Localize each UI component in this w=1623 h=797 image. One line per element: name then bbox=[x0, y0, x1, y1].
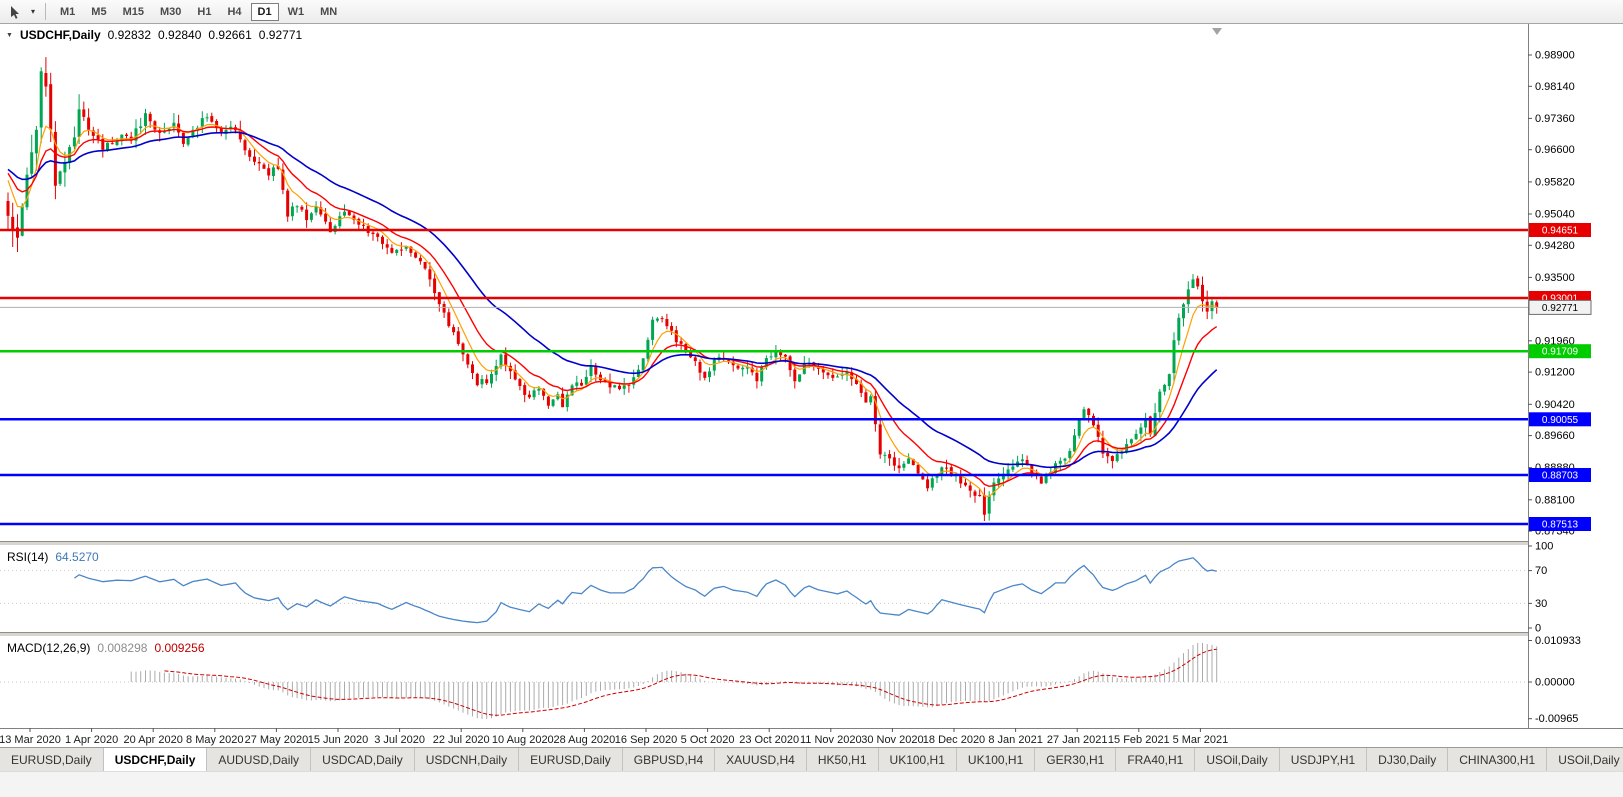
svg-text:28 Aug 2020: 28 Aug 2020 bbox=[554, 734, 616, 746]
svg-text:1 Apr 2020: 1 Apr 2020 bbox=[65, 734, 118, 746]
chart-canvas[interactable]: 0.98900 0.98140 0.97360 0.96600 0.95820 0.950… bbox=[0, 24, 1623, 747]
chart-shift-marker-icon[interactable] bbox=[1212, 28, 1222, 35]
timeframe-m30-button[interactable]: M30 bbox=[153, 3, 188, 21]
timeframe-m1-button[interactable]: M1 bbox=[53, 3, 82, 21]
chart-tab-7-xauusd-h4[interactable]: XAUUSD,H4 bbox=[715, 748, 807, 771]
svg-text:3 Jul 2020: 3 Jul 2020 bbox=[374, 734, 425, 746]
svg-text:0.92771: 0.92771 bbox=[1542, 303, 1579, 314]
svg-text:22 Jul 2020: 22 Jul 2020 bbox=[433, 734, 490, 746]
svg-text:0.95820: 0.95820 bbox=[1535, 176, 1575, 188]
svg-text:-0.00965: -0.00965 bbox=[1535, 713, 1578, 725]
cursor-dropdown-caret-icon[interactable]: ▾ bbox=[27, 2, 39, 22]
svg-text:0.91709: 0.91709 bbox=[1542, 347, 1579, 358]
chart-tab-14-usdjpy-h1[interactable]: USDJPY,H1 bbox=[1279, 748, 1368, 771]
bottom-filler bbox=[0, 771, 1623, 797]
pointer-arrow-icon bbox=[11, 5, 19, 19]
cursor-tool-icon[interactable] bbox=[4, 2, 26, 22]
chart-tab-0-eurusd-daily[interactable]: EURUSD,Daily bbox=[0, 748, 104, 771]
svg-text:0.00000: 0.00000 bbox=[1535, 677, 1575, 689]
svg-text:5 Mar 2021: 5 Mar 2021 bbox=[1173, 734, 1229, 746]
svg-text:20 Apr 2020: 20 Apr 2020 bbox=[124, 734, 183, 746]
svg-text:100: 100 bbox=[1535, 541, 1553, 553]
svg-text:0.97360: 0.97360 bbox=[1535, 113, 1575, 125]
chart-tab-13-usoil-daily[interactable]: USOil,Daily bbox=[1195, 748, 1280, 771]
chart-tab-11-ger30-h1[interactable]: GER30,H1 bbox=[1035, 748, 1117, 771]
chart-tab-4-usdcnh-daily[interactable]: USDCNH,Daily bbox=[414, 748, 520, 771]
svg-text:0: 0 bbox=[1535, 623, 1541, 635]
svg-text:0.98140: 0.98140 bbox=[1535, 81, 1575, 93]
chart-tab-16-china300-h1[interactable]: CHINA300,H1 bbox=[1448, 748, 1548, 771]
svg-text:30: 30 bbox=[1535, 598, 1547, 610]
rsi-axis[interactable]: 100 70 30 0 bbox=[1528, 541, 1553, 635]
chart-tab-3-usdcad-daily[interactable]: USDCAD,Daily bbox=[311, 748, 415, 771]
price-tag-0.91709: 0.91709 bbox=[1529, 344, 1591, 359]
svg-text:0.88703: 0.88703 bbox=[1542, 471, 1579, 482]
svg-text:0.91200: 0.91200 bbox=[1535, 367, 1575, 379]
chart-tab-17-usoil-daily[interactable]: USOil,Daily bbox=[1547, 748, 1623, 771]
timeframe-m5-button[interactable]: M5 bbox=[84, 3, 113, 21]
svg-text:0.90420: 0.90420 bbox=[1535, 399, 1575, 411]
chart-tab-5-eurusd-daily[interactable]: EURUSD,Daily bbox=[519, 748, 623, 771]
chart-tab-6-gbpusd-h4[interactable]: GBPUSD,H4 bbox=[622, 748, 716, 771]
svg-text:15 Feb 2021: 15 Feb 2021 bbox=[1108, 734, 1170, 746]
timeframe-m15-button[interactable]: M15 bbox=[116, 3, 151, 21]
ma-30-line bbox=[7, 131, 1218, 469]
chart-tabs-bar: EURUSD,Daily USDCHF,Daily AUDUSD,Daily USDC… bbox=[0, 747, 1623, 771]
svg-text:0.94651: 0.94651 bbox=[1542, 226, 1579, 237]
timeframe-toolbar: M1 M5 M15 M30 H1 H4 D1 W1 MN bbox=[52, 2, 345, 21]
time-axis[interactable]: 13 Mar 2020 1 Apr 2020 20 Apr 2020 8 May 20… bbox=[0, 728, 1228, 746]
svg-text:5 Oct 2020: 5 Oct 2020 bbox=[681, 734, 735, 746]
price-tag-0.88703: 0.88703 bbox=[1529, 468, 1591, 482]
svg-text:27 Jan 2021: 27 Jan 2021 bbox=[1047, 734, 1108, 746]
chart-tab-12-fra40-h1[interactable]: FRA40,H1 bbox=[1116, 748, 1196, 771]
chart-tab-2-audusd-daily[interactable]: AUDUSD,Daily bbox=[207, 748, 312, 771]
svg-text:0.89660: 0.89660 bbox=[1535, 430, 1575, 442]
ma-13-line bbox=[7, 126, 1218, 488]
svg-text:0.95040: 0.95040 bbox=[1535, 209, 1575, 221]
svg-text:0.94280: 0.94280 bbox=[1535, 240, 1575, 252]
svg-text:13 Mar 2020: 13 Mar 2020 bbox=[0, 734, 61, 746]
svg-text:27 May 2020: 27 May 2020 bbox=[245, 734, 309, 746]
chart-tab-10-uk100-h1[interactable]: UK100,H1 bbox=[956, 748, 1036, 771]
svg-text:23 Oct 2020: 23 Oct 2020 bbox=[739, 734, 799, 746]
price-tag-0.94651: 0.94651 bbox=[1529, 223, 1591, 237]
timeframe-h1-button[interactable]: H1 bbox=[190, 3, 218, 21]
current-price-tag: 0.92771 bbox=[1528, 299, 1592, 315]
svg-text:8 Jan 2021: 8 Jan 2021 bbox=[988, 734, 1042, 746]
svg-text:0.88100: 0.88100 bbox=[1535, 494, 1575, 506]
timeframe-w1-button[interactable]: W1 bbox=[281, 3, 312, 21]
chart-tab-1-usdchf-daily[interactable]: USDCHF,Daily bbox=[103, 748, 208, 771]
candles bbox=[6, 57, 1219, 521]
svg-text:0.010933: 0.010933 bbox=[1535, 635, 1581, 647]
price-tag-0.90055: 0.90055 bbox=[1529, 412, 1591, 427]
svg-text:0.90055: 0.90055 bbox=[1542, 415, 1579, 426]
svg-text:8 May 2020: 8 May 2020 bbox=[186, 734, 243, 746]
svg-text:0.98900: 0.98900 bbox=[1535, 50, 1575, 62]
svg-text:11 Nov 2020: 11 Nov 2020 bbox=[800, 734, 862, 746]
macd-histogram bbox=[130, 643, 1218, 720]
svg-text:16 Sep 2020: 16 Sep 2020 bbox=[615, 734, 677, 746]
chart-tab-8-hk50-h1[interactable]: HK50,H1 bbox=[806, 748, 879, 771]
svg-text:0.93500: 0.93500 bbox=[1535, 272, 1575, 284]
chart-tab-15-dj30-daily[interactable]: DJ30,Daily bbox=[1367, 748, 1449, 771]
svg-text:30 Nov 2020: 30 Nov 2020 bbox=[861, 734, 923, 746]
toolbar-separator bbox=[45, 3, 46, 20]
top-toolbar: ▾ M1 M5 M15 M30 H1 H4 D1 W1 MN bbox=[0, 0, 1623, 24]
timeframe-mn-button[interactable]: MN bbox=[313, 3, 344, 21]
svg-text:0.87513: 0.87513 bbox=[1542, 520, 1579, 531]
macd-axis[interactable]: 0.010933 0.00000 -0.00965 bbox=[1528, 635, 1581, 725]
svg-text:15 Jun 2020: 15 Jun 2020 bbox=[308, 734, 369, 746]
svg-text:18 Dec 2020: 18 Dec 2020 bbox=[923, 734, 985, 746]
svg-text:0.93001: 0.93001 bbox=[1542, 294, 1579, 305]
rsi-line bbox=[74, 557, 1217, 624]
timeframe-h4-button[interactable]: H4 bbox=[220, 3, 248, 21]
chart-window: 0.98900 0.98140 0.97360 0.96600 0.95820 0.950… bbox=[0, 24, 1623, 747]
macd-signal-line bbox=[164, 648, 1217, 716]
svg-text:70: 70 bbox=[1535, 565, 1547, 577]
price-tag-0.87513: 0.87513 bbox=[1529, 517, 1591, 531]
chart-tab-9-uk100-h1[interactable]: UK100,H1 bbox=[878, 748, 957, 771]
svg-text:0.96600: 0.96600 bbox=[1535, 144, 1575, 156]
timeframe-d1-button[interactable]: D1 bbox=[250, 2, 279, 21]
svg-text:10 Aug 2020: 10 Aug 2020 bbox=[492, 734, 554, 746]
